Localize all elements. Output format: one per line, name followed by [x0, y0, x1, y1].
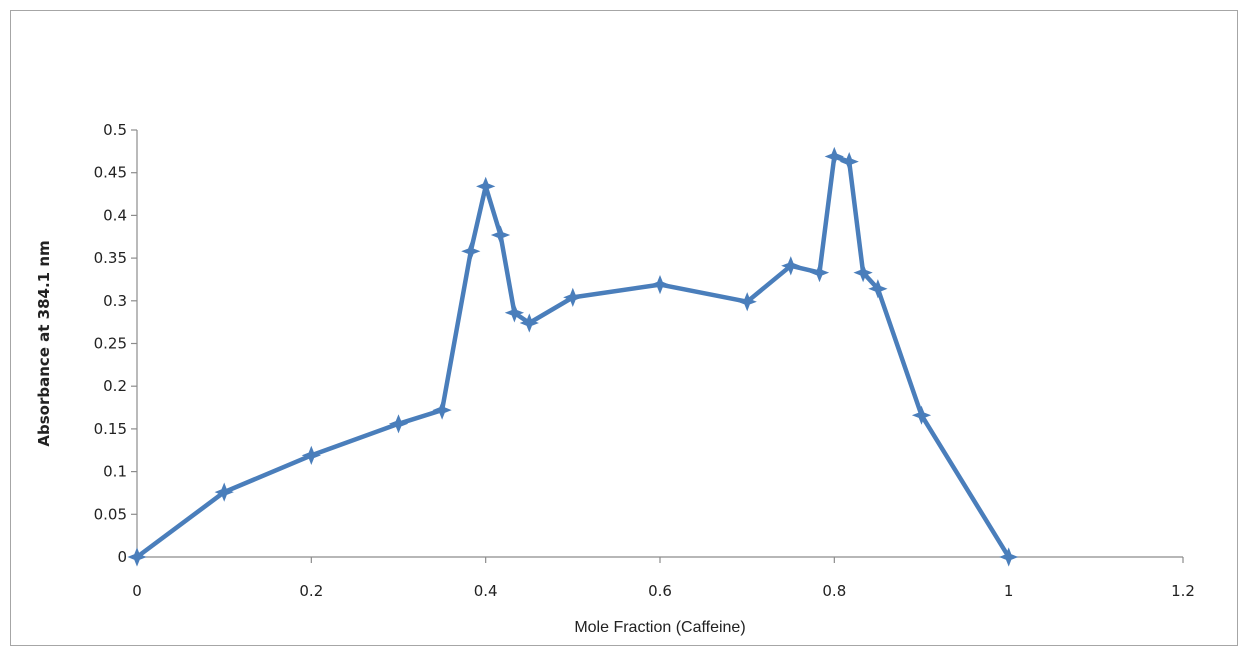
y-tick-label: 0.1 — [103, 463, 127, 481]
x-axis-title: Mole Fraction (Caffeine) — [574, 619, 745, 636]
y-tick-label: 0.05 — [94, 505, 127, 523]
data-point — [301, 445, 321, 466]
x-tick-label: 0.4 — [474, 582, 498, 600]
data-point — [737, 292, 757, 312]
data-point — [476, 176, 496, 197]
y-tick-label: 0.3 — [103, 292, 127, 310]
x-axis-ticks: 0 0.2 0.4 0.6 0.8 1 1.2 — [132, 557, 1195, 600]
data-point — [214, 482, 234, 502]
data-point — [432, 400, 452, 420]
data-point — [504, 303, 525, 323]
data-point — [388, 414, 409, 434]
data-point — [868, 279, 888, 299]
data-point — [809, 262, 830, 283]
y-tick-label: 0 — [117, 548, 127, 566]
data-point — [999, 547, 1019, 567]
x-tick-label: 0.6 — [648, 582, 672, 600]
x-tick-label: 0.2 — [299, 582, 323, 600]
data-point — [839, 151, 859, 172]
y-tick-label: 0.2 — [103, 377, 127, 395]
x-tick-label: 1 — [1004, 582, 1014, 600]
y-tick-label: 0.45 — [94, 164, 127, 182]
data-point — [519, 313, 539, 333]
chart-area — [10, 10, 1238, 646]
y-tick-label: 0.4 — [103, 206, 127, 224]
data-point — [824, 146, 844, 167]
data-point — [127, 547, 147, 567]
y-tick-label: 0.15 — [94, 420, 127, 438]
data-point — [853, 262, 873, 283]
y-tick-label: 0.35 — [94, 249, 127, 267]
series-line — [134, 154, 1011, 560]
data-point — [781, 256, 801, 276]
y-tick-label: 0.25 — [94, 335, 127, 353]
y-axis-title: Absorbance at 384.1 nm — [35, 240, 53, 446]
data-point — [490, 225, 511, 245]
data-point — [563, 287, 583, 308]
data-point — [650, 274, 670, 295]
y-tick-label: 0.5 — [103, 121, 127, 139]
x-tick-label: 0 — [132, 582, 142, 600]
series-layer — [127, 146, 1019, 567]
x-tick-label: 1.2 — [1171, 582, 1195, 600]
x-tick-label: 0.8 — [822, 582, 846, 600]
data-point — [911, 405, 932, 425]
data-point — [461, 241, 481, 261]
y-axis-ticks: 0 0.05 0.1 0.15 0.2 0.25 0.3 0.35 0.4 0.45 0.5 — [94, 121, 137, 566]
